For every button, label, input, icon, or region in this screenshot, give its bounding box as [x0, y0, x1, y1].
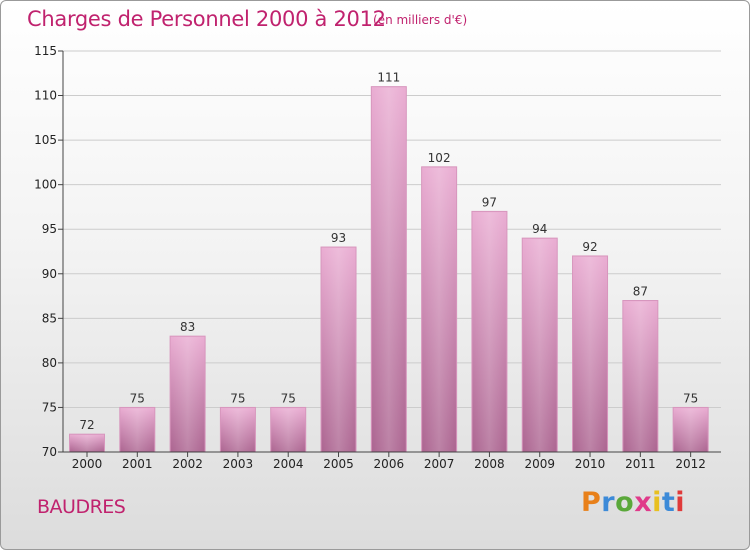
y-tick-label: 105 [34, 133, 57, 147]
logo-letter: r [601, 487, 616, 518]
bar-highlight [574, 256, 606, 451]
value-label: 83 [180, 320, 195, 334]
logo-letter: i [675, 487, 686, 518]
bar-highlight [323, 248, 355, 451]
y-tick-label: 115 [34, 44, 57, 58]
y-tick-label: 80 [42, 356, 57, 370]
bars [69, 86, 709, 453]
bar-highlight [121, 408, 153, 451]
bar-highlight [524, 239, 556, 451]
logo-letter: x [634, 487, 653, 518]
x-tick-label: 2000 [72, 457, 103, 471]
value-labels: 72 75 83 75 75 93 111 102 97 94 92 87 75 [79, 71, 698, 433]
axes: 70 75 80 85 90 95 100 105 110 115 2000 2001 2002 2003… [34, 44, 721, 471]
logo-letter: P [581, 487, 602, 518]
value-label: 75 [281, 391, 296, 405]
logo-letter: o [615, 487, 635, 518]
chart-subtitle: (en milliers d'€) [373, 13, 468, 27]
y-tick-label: 70 [42, 445, 57, 459]
y-tick-label: 75 [42, 400, 57, 414]
x-tick-label: 2003 [223, 457, 254, 471]
x-tick-label: 2009 [524, 457, 555, 471]
x-tick-label: 2007 [424, 457, 455, 471]
x-tick-label: 2001 [122, 457, 153, 471]
bar-highlight [473, 212, 505, 451]
value-label: 94 [532, 222, 547, 236]
bar-highlight [272, 408, 304, 451]
value-label: 102 [428, 151, 451, 165]
value-label: 75 [130, 391, 145, 405]
y-tick-label: 85 [42, 311, 57, 325]
x-tick-label: 2008 [474, 457, 505, 471]
y-tick-label: 100 [34, 178, 57, 192]
y-tick-label: 95 [42, 222, 57, 236]
x-tick-label: 2006 [374, 457, 405, 471]
bar-highlight [71, 435, 103, 451]
x-tick-label: 2012 [675, 457, 706, 471]
place-name: BAUDRES [37, 496, 126, 518]
chart-title: Charges de Personnel 2000 à 2012 [27, 7, 386, 31]
y-tick-label: 90 [42, 267, 57, 281]
value-label: 75 [230, 391, 245, 405]
value-label: 97 [482, 195, 497, 209]
bar-highlight [222, 408, 254, 451]
bar-highlight [373, 87, 405, 452]
value-label: 72 [79, 418, 94, 432]
x-tick-label: 2004 [273, 457, 304, 471]
logo-letter: i [652, 487, 662, 518]
x-tick-label: 2010 [575, 457, 606, 471]
x-tick-label: 2005 [323, 457, 354, 471]
x-tick-label: 2002 [172, 457, 203, 471]
bar-highlight [423, 167, 455, 451]
proxiti-logo: Proxiti [581, 487, 685, 518]
value-label: 93 [331, 231, 346, 245]
bar-highlight [624, 301, 656, 451]
bar-highlight [172, 337, 204, 451]
x-tick-label: 2011 [625, 457, 656, 471]
value-label: 87 [633, 285, 648, 299]
logo-letter: t [661, 487, 676, 518]
value-label: 92 [582, 240, 597, 254]
y-tick-label: 110 [34, 89, 57, 103]
value-label: 75 [683, 391, 698, 405]
bar-highlight [675, 408, 707, 451]
value-label: 111 [377, 71, 400, 85]
